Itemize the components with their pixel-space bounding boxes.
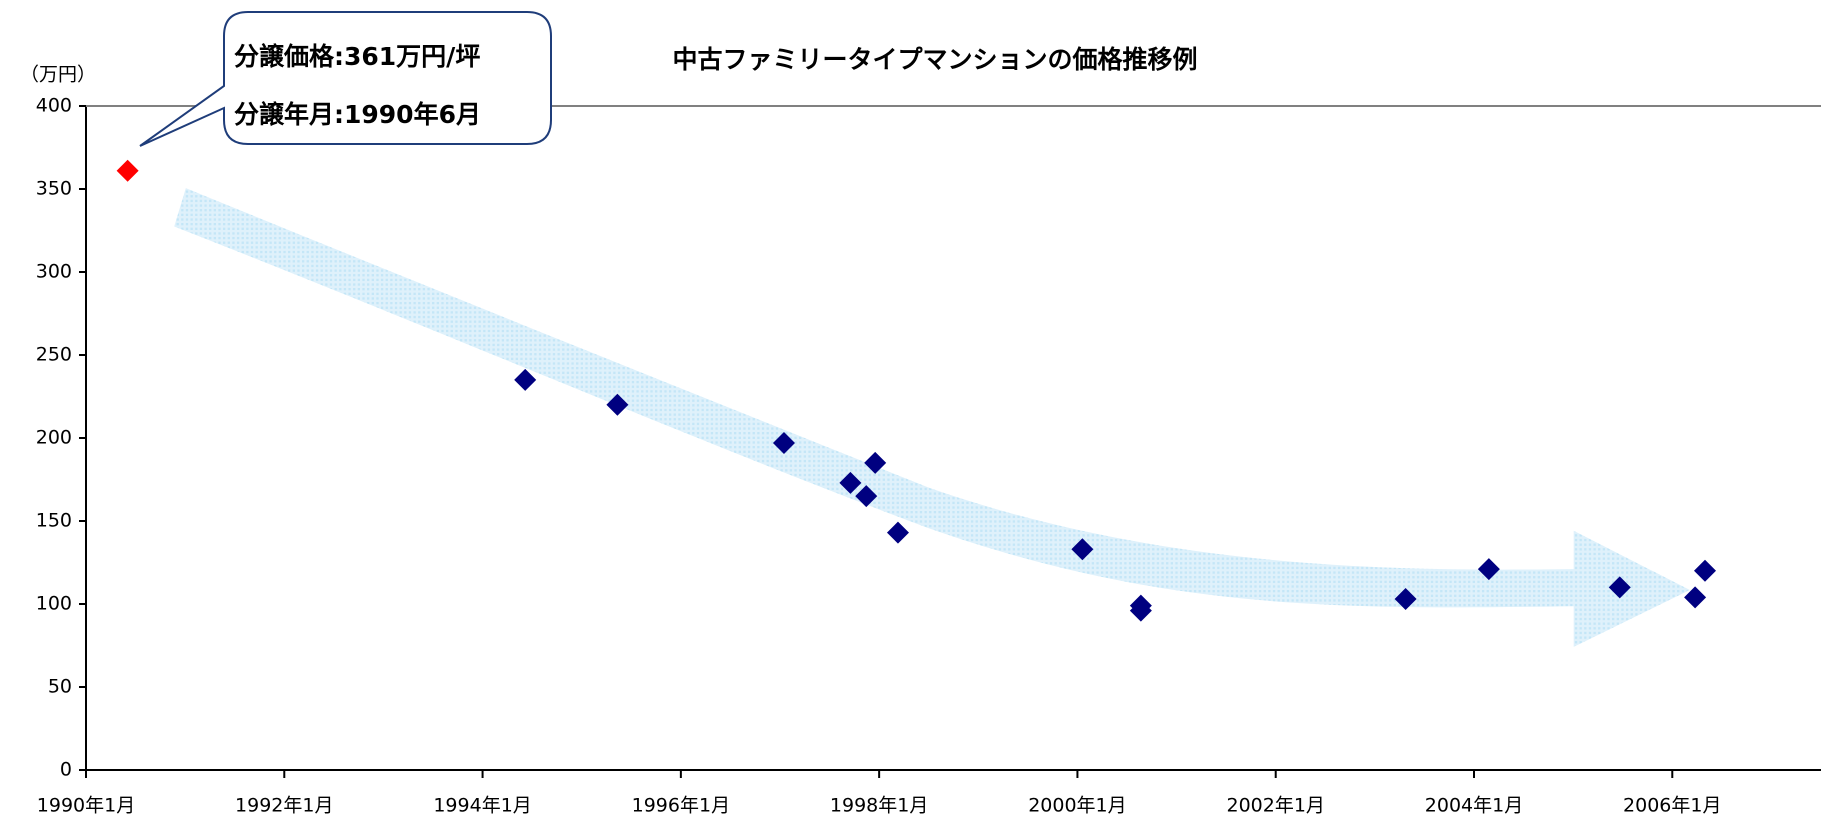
data-point <box>855 485 878 508</box>
data-point <box>772 431 795 454</box>
x-tick-label: 2002年1月 <box>1226 795 1324 817</box>
x-tick-label: 2000年1月 <box>1028 795 1126 817</box>
x-tick-label: 2006年1月 <box>1623 795 1721 817</box>
y-tick-label: 300 <box>36 261 72 283</box>
trend-arrow <box>174 188 1690 647</box>
data-point <box>606 393 629 416</box>
data-point <box>864 451 887 474</box>
data-point <box>1477 558 1500 581</box>
y-tick-label: 100 <box>36 593 72 615</box>
data-point <box>1684 586 1707 609</box>
y-tick-label: 200 <box>36 427 72 449</box>
data-point <box>514 368 537 391</box>
y-tick-label: 350 <box>36 178 72 200</box>
x-tick-label: 1992年1月 <box>235 795 333 817</box>
chart-title: 中古ファミリータイプマンションの価格推移例 <box>672 45 1197 74</box>
data-point <box>886 521 909 544</box>
y-tick-label: 250 <box>36 344 72 366</box>
y-axis-label: （万円） <box>20 64 96 86</box>
x-tick-label: 1994年1月 <box>433 795 531 817</box>
callout-text: 分譲年月:1990年6月 <box>234 100 481 129</box>
data-point <box>1394 588 1417 611</box>
data-point <box>1608 576 1631 599</box>
y-tick-label: 0 <box>60 759 72 781</box>
y-tick-label: 150 <box>36 510 72 532</box>
y-tick-label: 50 <box>48 676 72 698</box>
callout: 分譲価格:361万円/坪 分譲年月:1990年6月 <box>139 11 552 147</box>
y-tick-label: 400 <box>36 95 72 117</box>
data-point <box>116 159 139 182</box>
x-tick-label: 1990年1月 <box>37 795 135 817</box>
data-point <box>1129 599 1152 622</box>
x-tick-label: 2004年1月 <box>1425 795 1523 817</box>
callout-text: 分譲価格:361万円/坪 <box>234 42 480 71</box>
data-point <box>1071 538 1094 561</box>
data-point <box>839 471 862 494</box>
data-point <box>1694 559 1717 582</box>
x-tick-label: 1996年1月 <box>632 795 730 817</box>
x-tick-label: 1998年1月 <box>830 795 928 817</box>
